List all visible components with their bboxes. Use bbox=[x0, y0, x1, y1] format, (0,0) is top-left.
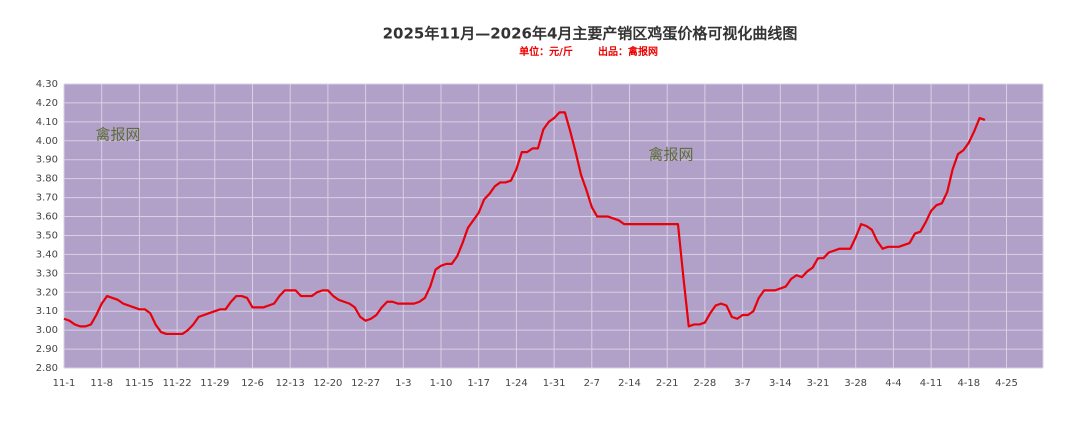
y-tick-label: 2.90 bbox=[36, 344, 58, 355]
chart-title: 2025年11月—2026年4月主要产销区鸡蛋价格可视化曲线图 bbox=[383, 25, 798, 43]
y-tick-label: 3.10 bbox=[36, 306, 58, 317]
x-tick-label: 12-27 bbox=[351, 378, 380, 389]
subtitle-unit: 单位：元/斤 bbox=[519, 45, 573, 58]
x-tick-label: 3-28 bbox=[844, 378, 867, 389]
y-tick-label: 3.80 bbox=[36, 174, 58, 185]
y-tick-label: 3.70 bbox=[36, 193, 58, 204]
x-tick-label: 1-31 bbox=[543, 378, 566, 389]
x-tick-label: 2-21 bbox=[656, 378, 679, 389]
x-tick-label: 12-13 bbox=[276, 378, 305, 389]
x-tick-label: 3-14 bbox=[769, 378, 792, 389]
plot-area bbox=[64, 84, 1043, 368]
y-tick-label: 2.80 bbox=[36, 363, 58, 374]
y-tick-label: 4.00 bbox=[36, 136, 58, 147]
x-tick-label: 1-10 bbox=[430, 378, 453, 389]
x-tick-label: 4-18 bbox=[957, 378, 980, 389]
x-tick-label: 1-24 bbox=[505, 378, 528, 389]
x-tick-label: 12-20 bbox=[313, 378, 342, 389]
x-tick-label: 2-28 bbox=[694, 378, 717, 389]
subtitle-source: 出品：禽报网 bbox=[598, 45, 658, 58]
watermark: 禽报网 bbox=[648, 146, 693, 164]
price-line bbox=[63, 111, 986, 336]
x-tick-label: 2-14 bbox=[618, 378, 641, 389]
x-tick-label: 2-7 bbox=[584, 378, 600, 389]
y-tick-label: 3.20 bbox=[36, 287, 58, 298]
x-tick-label: 4-4 bbox=[885, 378, 901, 389]
y-tick-label: 4.10 bbox=[36, 117, 58, 128]
y-tick-label: 3.60 bbox=[36, 212, 58, 223]
x-tick-label: 12-6 bbox=[241, 378, 264, 389]
x-tick-label: 11-22 bbox=[163, 378, 192, 389]
x-tick-label: 11-1 bbox=[53, 378, 76, 389]
y-tick-label: 3.30 bbox=[36, 268, 58, 279]
y-tick-label: 3.40 bbox=[36, 249, 58, 260]
watermark: 禽报网 bbox=[95, 126, 140, 144]
x-tick-label: 4-25 bbox=[995, 378, 1018, 389]
x-tick-label: 11-15 bbox=[125, 378, 154, 389]
x-tick-label: 3-7 bbox=[734, 378, 750, 389]
x-tick-label: 1-3 bbox=[395, 378, 411, 389]
x-tick-label: 1-17 bbox=[467, 378, 490, 389]
x-tick-label: 3-21 bbox=[807, 378, 830, 389]
y-tick-label: 3.90 bbox=[36, 155, 58, 166]
x-tick-label: 4-11 bbox=[920, 378, 943, 389]
y-tick-label: 4.30 bbox=[36, 79, 58, 90]
y-tick-label: 4.20 bbox=[36, 98, 58, 109]
x-tick-label: 11-29 bbox=[200, 378, 229, 389]
y-tick-label: 3.00 bbox=[36, 325, 58, 336]
x-tick-label: 11-8 bbox=[90, 378, 113, 389]
y-tick-label: 3.50 bbox=[36, 230, 58, 241]
